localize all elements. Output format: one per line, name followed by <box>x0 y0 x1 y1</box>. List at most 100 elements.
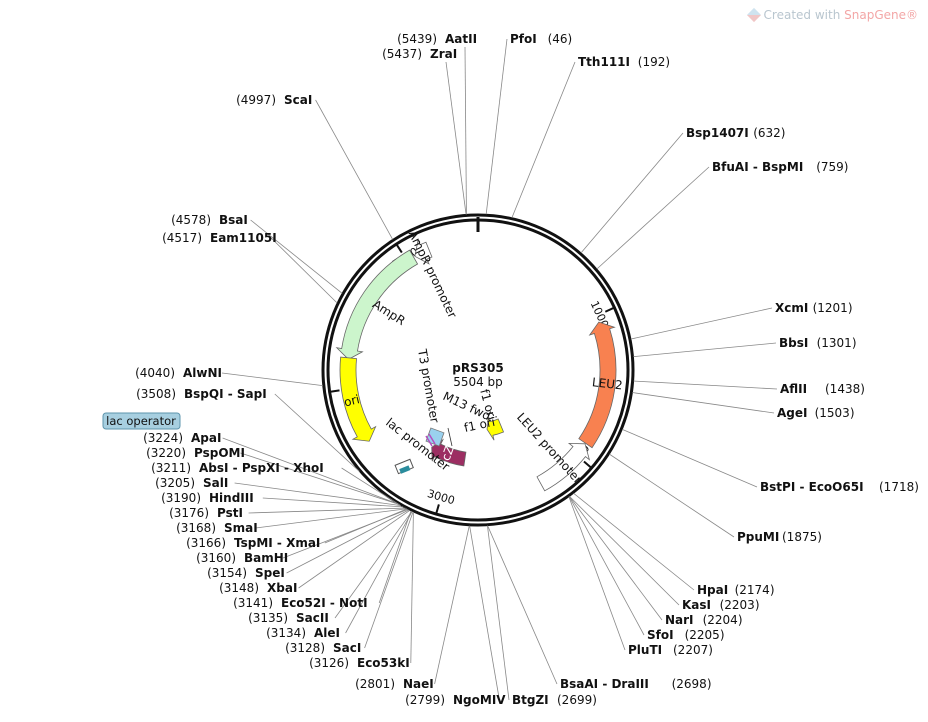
leader-tth111i <box>511 61 576 218</box>
site-pos-xbai: (3148) <box>219 581 259 595</box>
tick-5000 <box>395 243 403 254</box>
lac-promoter-feature <box>394 458 414 475</box>
backbone-outer-ring <box>321 213 635 527</box>
site-pos-smai: (3168) <box>176 521 216 535</box>
site-sali: (3205) SalI <box>155 476 228 490</box>
site-name-pluti: PluTI <box>628 643 662 657</box>
plasmid-name: pRS305 <box>452 361 504 375</box>
site-sacii: (3135) SacII <box>248 611 329 625</box>
site-pos-bbsi: (1301) <box>817 336 857 350</box>
tick-2000 <box>583 460 593 469</box>
leader-eco53ki <box>410 511 414 664</box>
site-pos-agei: (1503) <box>815 406 855 420</box>
feature-label-leu2: LEU2 <box>591 375 623 392</box>
site-hindiii: (3190) HindIII <box>161 491 254 505</box>
site-pos-btgzi: (2699) <box>557 693 597 707</box>
site-pos-tspmi-xmai: (3166) <box>186 536 226 550</box>
leader-bsp1407i <box>580 132 684 254</box>
site-name-bspqi-sapi: BspQI - SapI <box>184 387 267 401</box>
site-ngomiv: (2799) NgoMIV <box>405 693 506 707</box>
site-name-agei: AgeI <box>777 406 807 420</box>
site-name-psti: PstI <box>217 506 243 520</box>
leader-bsai <box>250 219 343 294</box>
site-name-aatii: AatII <box>445 32 477 46</box>
site-bspqi-sapi: (3508) BspQI - SapI <box>136 387 267 401</box>
site-pos-alwni: (4040) <box>135 366 175 380</box>
site-name-btgzi: BtgZI <box>512 693 549 707</box>
site-pos-scai: (4997) <box>236 93 276 107</box>
site-pos-psti: (3176) <box>169 506 209 520</box>
watermark-suffix: ® <box>906 8 918 22</box>
plasmid-length: 5504 bp <box>453 375 503 389</box>
leader-aatii <box>464 46 467 215</box>
site-aflii: AflII (1438) <box>780 382 865 396</box>
site-name-bsai: BsaI <box>219 213 248 227</box>
site-pos-saci: (3128) <box>285 641 325 655</box>
leader-hpai <box>573 492 695 591</box>
t3-promoter-label: T3 promoter <box>415 347 442 424</box>
site-pos-nari: (2204) <box>703 613 743 627</box>
site-name-ppumi: PpuMI <box>737 530 779 544</box>
site-name-smai: SmaI <box>224 521 258 535</box>
svg-text:lac operator: lac operator <box>106 414 176 428</box>
leader-agei <box>632 392 775 414</box>
leader-aflii <box>633 380 778 390</box>
site-name-bsaai-draiii: BsaAI - DraIII <box>560 677 649 691</box>
site-eam1105i: (4517) Eam1105I <box>162 231 277 245</box>
site-name-xbai: XbaI <box>267 581 297 595</box>
site-pos-absi-pspxi-xhoi: (3211) <box>151 461 191 475</box>
feature-label-ampr-promoter: AmpR promoter <box>406 228 460 320</box>
site-name-bfuai-bspmi: BfuAI - BspMI <box>712 160 803 174</box>
leader-bspqi-sapi <box>274 393 360 472</box>
leader-kasi <box>569 496 680 606</box>
t3-promoter-feature <box>425 427 453 447</box>
site-name-hindiii: HindIII <box>209 491 254 505</box>
site-agei: AgeI (1503) <box>777 406 855 420</box>
site-pos-bsai: (4578) <box>171 213 211 227</box>
leader-nari <box>569 496 663 621</box>
site-name-bamhi: BamHI <box>244 551 288 565</box>
site-absi-pspxi-xhoi: (3211) AbsI - PspXI - XhoI <box>151 461 324 475</box>
feature-f1-ori <box>486 416 505 441</box>
site-name-eco52i-noti: Eco52I - NotI <box>281 596 368 610</box>
leader-bbsi <box>633 342 777 358</box>
leader-apai <box>222 437 399 505</box>
site-sfoi: SfoI (2205) <box>647 628 725 642</box>
site-alei: (3134) AleI <box>266 626 340 640</box>
site-pos-naei: (2801) <box>355 677 395 691</box>
tick-3000 <box>435 504 440 515</box>
site-pos-eco53ki: (3126) <box>309 656 349 670</box>
leader-hindiii <box>262 497 404 508</box>
leader-alei <box>345 511 413 634</box>
leader-xcmi <box>630 307 773 340</box>
site-pluti: PluTI (2207) <box>628 643 713 657</box>
site-name-nari: NarI <box>665 613 694 627</box>
site-pos-bamhi: (3160) <box>196 551 236 565</box>
site-pos-hindiii: (3190) <box>161 491 201 505</box>
feature-ampr <box>335 249 419 360</box>
site-btgzi: BtgZI (2699) <box>512 693 597 707</box>
site-pos-eam1105i: (4517) <box>162 231 202 245</box>
site-name-bsp1407i: Bsp1407I <box>686 126 749 140</box>
leader-bfuai-bspmi <box>596 166 710 270</box>
site-leader-lines <box>221 38 778 701</box>
feature-leu2 <box>578 321 617 449</box>
site-bsp1407i: Bsp1407I (632) <box>686 126 785 140</box>
feature-ampr-promoter <box>414 238 433 265</box>
site-name-saci: SacI <box>333 641 361 655</box>
site-saci: (3128) SacI <box>285 641 361 655</box>
site-pos-ppumi: (1875) <box>782 530 822 544</box>
site-pos-bsaai-draiii: (2698) <box>672 677 712 691</box>
feature-label-ampr: AmpR <box>370 297 408 328</box>
site-name-naei: NaeI <box>403 677 434 691</box>
leader-ppumi <box>609 453 735 538</box>
leader-alwni <box>221 372 323 387</box>
site-name-tspmi-xmai: TspMI - XmaI <box>234 536 320 550</box>
leader-psti <box>248 507 406 514</box>
site-pos-spei: (3154) <box>207 566 247 580</box>
site-ppumi: PpuMI (1875) <box>737 530 822 544</box>
site-name-sfoi: SfoI <box>647 628 674 642</box>
site-smai: (3168) SmaI <box>176 521 258 535</box>
site-kasi: KasI (2203) <box>682 598 760 612</box>
